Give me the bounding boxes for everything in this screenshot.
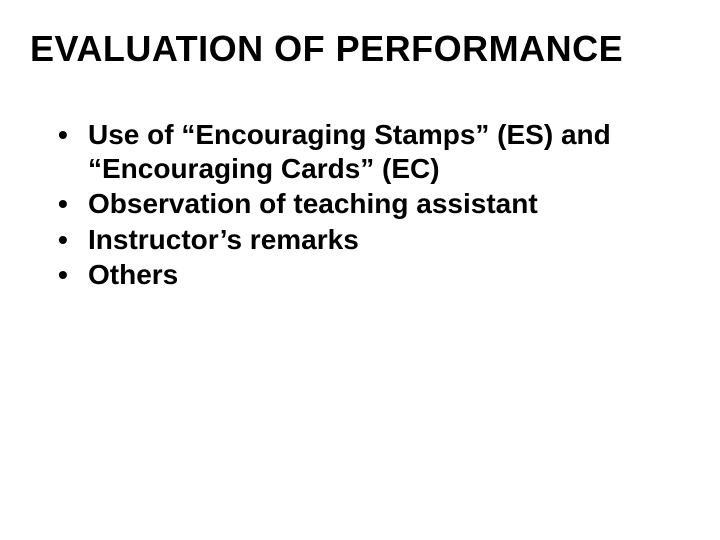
slide-title: EVALUATION OF PERFORMANCE	[30, 28, 690, 70]
list-item: Use of “Encouraging Stamps” (ES) and “En…	[58, 118, 690, 185]
list-item: Instructor’s remarks	[58, 223, 690, 257]
slide: EVALUATION OF PERFORMANCE Use of “Encour…	[0, 0, 720, 540]
list-item: Observation of teaching assistant	[58, 187, 690, 221]
list-item: Others	[58, 258, 690, 292]
bullet-list: Use of “Encouraging Stamps” (ES) and “En…	[58, 118, 690, 292]
